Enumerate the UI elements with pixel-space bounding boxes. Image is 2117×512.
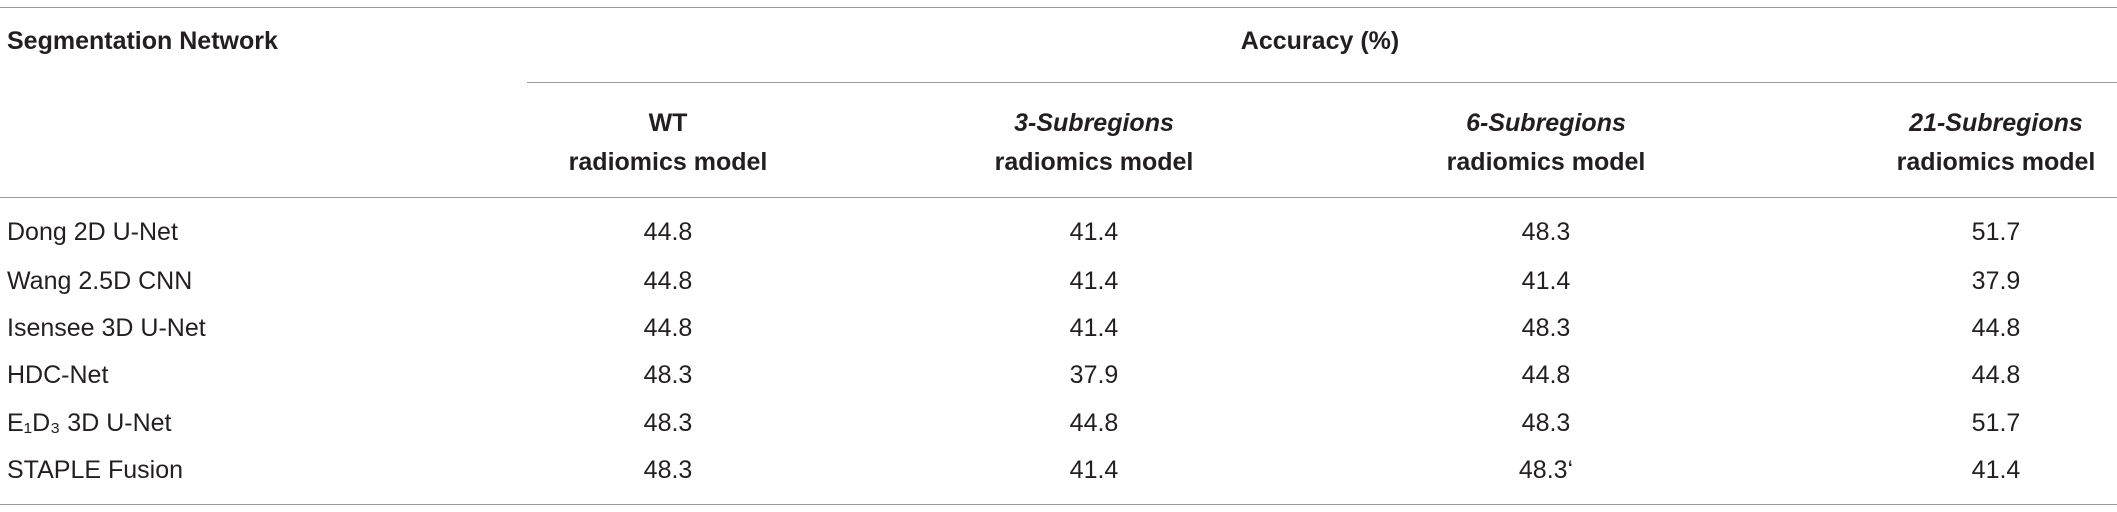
row-label: E₁D₃ 3D U-Net <box>7 409 172 437</box>
column-subtitle: radiomics model <box>1896 148 2096 176</box>
row-label: Dong 2D U-Net <box>7 218 178 246</box>
top-rule <box>0 7 2117 8</box>
cell-value: 41.4 <box>1069 267 1119 295</box>
column-subtitle: radiomics model <box>1446 148 1646 176</box>
column-subtitle: radiomics model <box>568 148 768 176</box>
cell-value: 48.3‘ <box>1518 456 1574 484</box>
column-title: WT <box>648 109 688 137</box>
cell-value: 44.8 <box>1069 409 1119 437</box>
cell-value: 44.8 <box>643 218 693 246</box>
cell-value: 44.8 <box>1971 361 2021 389</box>
cell-value: 51.7 <box>1971 409 2021 437</box>
group-rule <box>527 82 2117 83</box>
row-label: STAPLE Fusion <box>7 456 184 484</box>
column-title: 21-Subregions <box>1909 109 2083 137</box>
cell-value: 44.8 <box>1971 314 2021 342</box>
cell-value: 41.4 <box>1521 267 1571 295</box>
row-label: HDC-Net <box>7 361 109 389</box>
row-header: Segmentation Network <box>7 27 278 55</box>
cell-value: 48.3 <box>1521 314 1571 342</box>
cell-value: 48.3 <box>1521 218 1571 246</box>
cell-value: 41.4 <box>1069 218 1119 246</box>
cell-value: 48.3 <box>643 409 693 437</box>
column-title: 3-Subregions <box>1014 109 1174 137</box>
column-title: 6-Subregions <box>1466 109 1626 137</box>
cell-value: 48.3 <box>643 456 693 484</box>
cell-value: 48.3 <box>643 361 693 389</box>
row-label: Isensee 3D U-Net <box>7 314 206 342</box>
cell-value: 48.3 <box>1521 409 1571 437</box>
cell-value: 41.4 <box>1971 456 2021 484</box>
row-label: Wang 2.5D CNN <box>7 267 193 295</box>
cell-value: 44.8 <box>643 314 693 342</box>
cell-value: 44.8 <box>1521 361 1571 389</box>
cell-value: 41.4 <box>1069 456 1119 484</box>
cell-value: 51.7 <box>1971 218 2021 246</box>
bottom-rule <box>0 504 2117 505</box>
cell-value: 37.9 <box>1069 361 1119 389</box>
cell-value: 37.9 <box>1971 267 2021 295</box>
column-subtitle: radiomics model <box>994 148 1194 176</box>
cell-value: 44.8 <box>643 267 693 295</box>
header-rule <box>0 197 2117 198</box>
group-header: Accuracy (%) <box>1240 27 1400 55</box>
cell-value: 41.4 <box>1069 314 1119 342</box>
